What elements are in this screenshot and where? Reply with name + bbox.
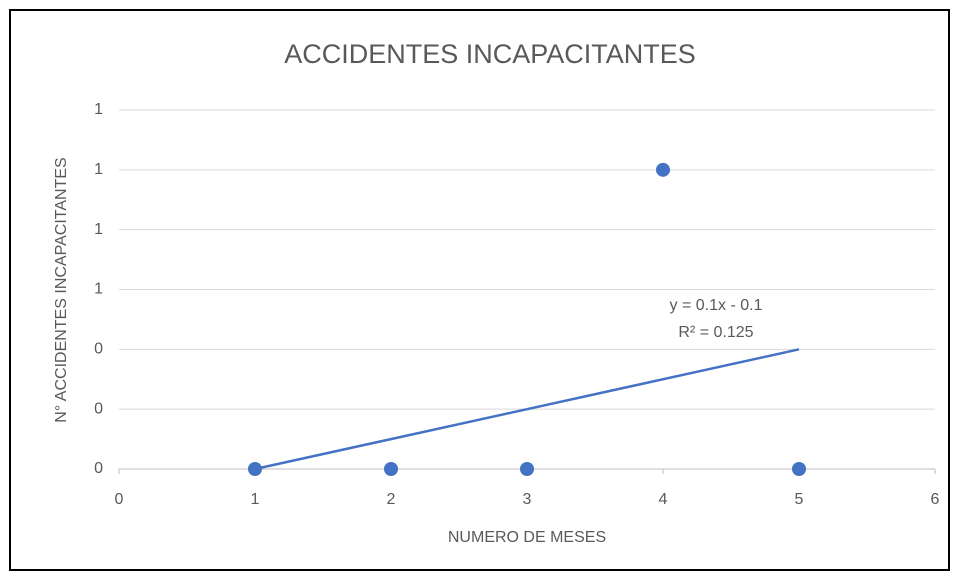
y-tick-label: 0 [94,460,103,477]
y-tick-label: 1 [94,161,103,178]
chart-title: ACCIDENTES INCAPACITANTES [284,39,696,69]
x-tick-label: 0 [115,491,124,508]
y-tick-label: 1 [94,281,103,298]
point [384,462,398,476]
trendline [254,348,800,471]
y-tick-label: 0 [94,341,103,358]
x-tick-label: 4 [659,491,668,508]
x-tick-label: 5 [795,491,804,508]
y-tick-label: 1 [94,101,103,118]
x-tick-label: 6 [931,491,940,508]
trendline-equation: y = 0.1x - 0.1 [670,297,763,314]
x-tick-label: 3 [523,491,532,508]
trendline-r2: R² = 0.125 [678,324,753,341]
x-tick-label: 1 [251,491,260,508]
x-axis-label: NUMERO DE MESES [448,529,606,546]
y-tick-label: 0 [94,400,103,417]
y-tick-label: 1 [94,221,103,238]
point [656,162,670,177]
point [792,462,806,476]
x-tick-label: 2 [387,491,396,508]
point [248,462,262,476]
y-axis-label: N° ACCIDENTES INCAPACITANTES [53,157,70,422]
point [520,462,534,476]
